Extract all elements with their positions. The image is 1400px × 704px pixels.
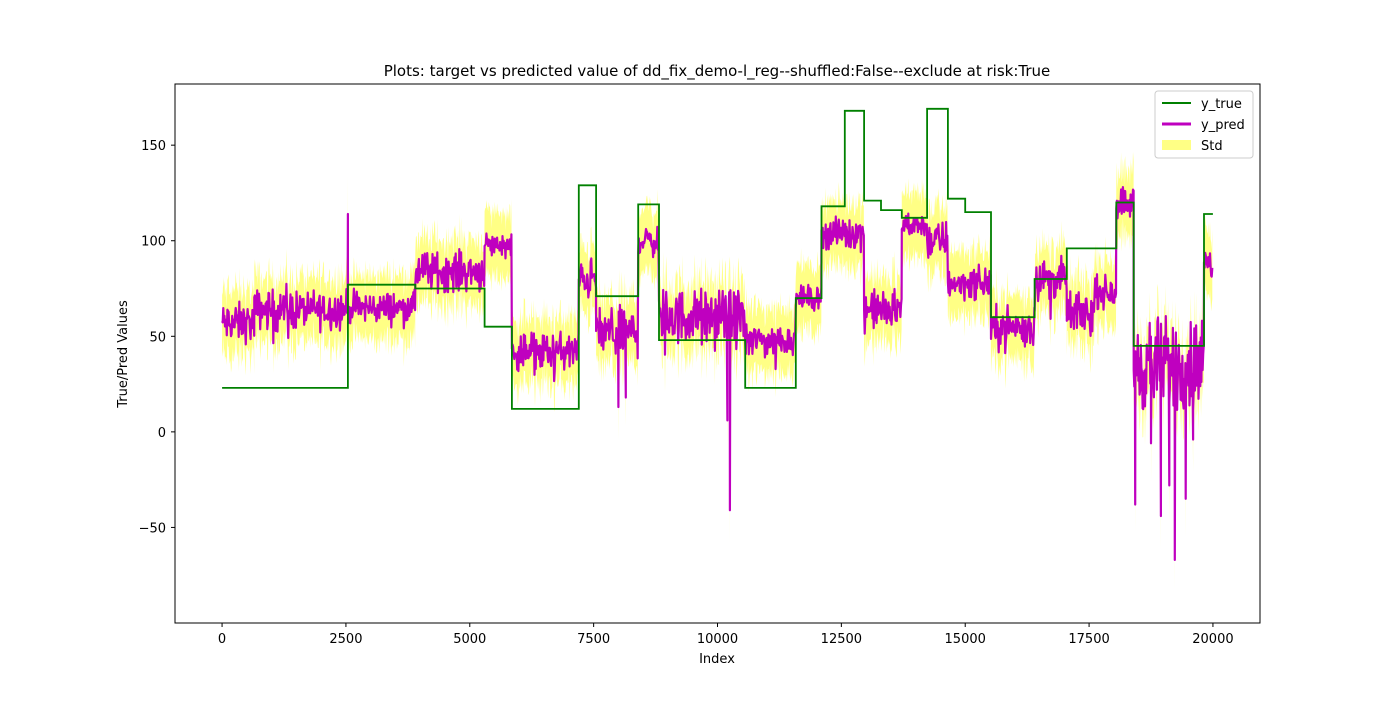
y-pred-layer <box>221 186 1214 561</box>
y-axis-ticks: −50 0 50 100 150 <box>139 139 175 536</box>
y-true-line <box>222 107 1213 410</box>
legend: y_true y_pred Std <box>1154 90 1254 159</box>
x-tick-label: 2500 <box>329 632 362 647</box>
y-tick-label: −50 <box>139 521 166 536</box>
y-pred-line <box>221 186 1214 561</box>
y-axis-label: True/Pred Values <box>116 300 131 409</box>
y-tick-label: 50 <box>149 330 166 345</box>
legend-y-pred-label: y_pred <box>1201 118 1245 133</box>
x-tick-label: 17500 <box>1068 632 1109 647</box>
x-axis-label: Index <box>699 652 735 667</box>
legend-std-label: Std <box>1201 139 1223 154</box>
x-tick-label: 20000 <box>1192 632 1233 647</box>
legend-y-true-label: y_true <box>1201 97 1242 112</box>
plot-area <box>175 84 1260 623</box>
x-tick-label: 7500 <box>577 632 610 647</box>
y-tick-label: 0 <box>158 426 166 441</box>
x-tick-label: 5000 <box>453 632 486 647</box>
y-tick-label: 150 <box>141 139 166 154</box>
x-tick-label: 0 <box>218 632 226 647</box>
x-tick-label: 12500 <box>821 632 862 647</box>
x-tick-label: 10000 <box>697 632 738 647</box>
legend-std-swatch <box>1162 140 1191 150</box>
chart-title: Plots: target vs predicted value of dd_f… <box>384 62 1051 81</box>
y-true-layer <box>222 107 1213 410</box>
x-tick-label: 15000 <box>945 632 986 647</box>
x-axis-ticks: 0 2500 5000 7500 10000 12500 15000 17500 20000 <box>218 623 1234 647</box>
y-tick-label: 100 <box>141 235 166 250</box>
